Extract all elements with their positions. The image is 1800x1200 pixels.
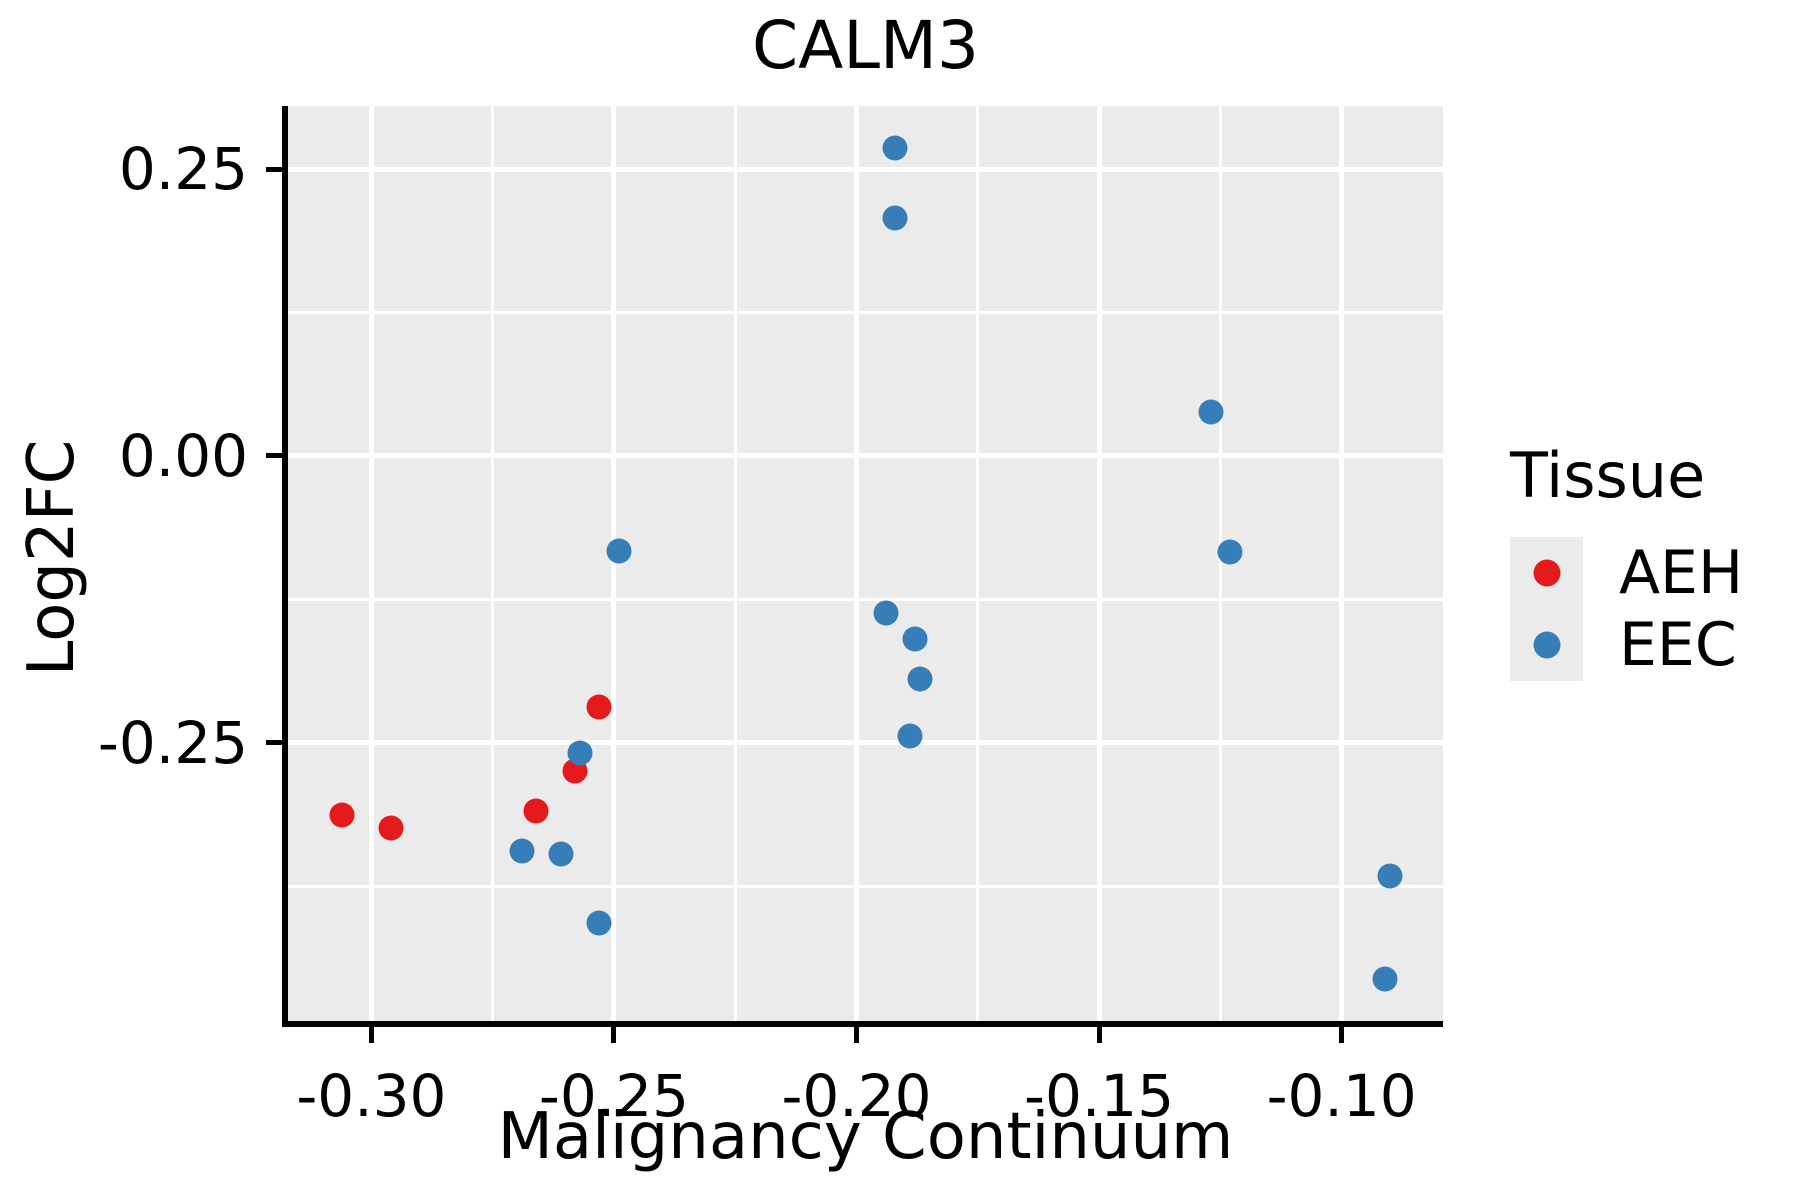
data-point-aeh — [378, 815, 404, 841]
x-tick-label: -0.10 — [1266, 1062, 1417, 1130]
legend-key — [1510, 537, 1583, 610]
legend-key — [1510, 609, 1583, 682]
legend-dot-aeh — [1533, 559, 1560, 587]
data-point-eec — [873, 600, 899, 626]
data-point-eec — [897, 723, 923, 749]
data-point-eec — [902, 626, 928, 652]
y-axis-title: Log2FC — [14, 439, 89, 677]
chart-title: CALM3 — [752, 7, 979, 84]
data-point-aeh — [586, 694, 612, 720]
minor-gridline-y — [288, 311, 1443, 314]
legend-item-label: EEC — [1619, 610, 1737, 681]
data-point-aeh — [329, 802, 355, 828]
minor-gridline-x — [491, 106, 495, 1021]
minor-gridline-y — [288, 884, 1443, 888]
legend-title: Tissue — [1510, 439, 1706, 512]
data-point-eec — [1372, 966, 1398, 992]
x-tick-mark — [611, 1027, 617, 1043]
x-tick-label: -0.15 — [1024, 1062, 1175, 1130]
y-tick-label: -0.25 — [97, 708, 248, 777]
data-point-eec — [907, 666, 933, 692]
data-point-eec — [1377, 863, 1403, 889]
major-gridline-x — [854, 106, 860, 1021]
major-gridline-y — [288, 166, 1443, 172]
y-axis-line — [282, 106, 288, 1027]
minor-gridline-x — [733, 106, 737, 1021]
x-tick-mark — [1339, 1027, 1345, 1043]
y-tick-mark — [266, 740, 282, 746]
data-point-eec — [509, 838, 535, 864]
legend-item-aeh: AEH — [1510, 537, 1744, 610]
legend: Tissue AEH EEC — [1510, 439, 1744, 682]
x-axis-title: Malignancy Continuum — [497, 1100, 1234, 1174]
data-point-eec — [567, 740, 593, 766]
x-tick-label: -0.30 — [296, 1062, 447, 1130]
data-point-aeh — [523, 798, 549, 824]
major-gridline-x — [1339, 106, 1345, 1021]
x-tick-label: -0.20 — [781, 1062, 932, 1130]
x-tick-mark — [368, 1027, 374, 1043]
plot-panel — [288, 106, 1443, 1021]
y-tick-mark — [266, 166, 282, 172]
x-axis-line — [282, 1021, 1443, 1027]
legend-items: AEH EEC — [1510, 537, 1744, 682]
major-gridline-x — [611, 106, 617, 1021]
major-gridline-y — [288, 740, 1443, 746]
x-tick-label: -0.25 — [538, 1062, 690, 1130]
x-tick-mark — [854, 1027, 860, 1043]
minor-gridline-x — [976, 106, 980, 1021]
data-point-eec — [882, 205, 908, 231]
data-point-eec — [882, 135, 908, 161]
major-gridline-x — [1096, 106, 1102, 1021]
major-gridline-y — [288, 453, 1443, 459]
major-gridline-x — [368, 106, 374, 1021]
y-tick-label: 0.25 — [118, 135, 248, 204]
legend-item-label: AEH — [1619, 538, 1744, 609]
minor-gridline-y — [288, 597, 1443, 601]
x-tick-mark — [1096, 1027, 1102, 1043]
data-point-eec — [606, 538, 632, 564]
legend-dot-eec — [1533, 631, 1560, 659]
data-point-eec — [1198, 399, 1224, 425]
legend-item-eec: EEC — [1510, 609, 1743, 682]
data-point-eec — [586, 910, 612, 936]
minor-gridline-x — [1218, 106, 1222, 1021]
y-tick-label: 0.00 — [118, 421, 248, 490]
y-tick-mark — [266, 453, 282, 459]
data-point-eec — [1217, 539, 1243, 565]
data-point-eec — [548, 841, 574, 867]
